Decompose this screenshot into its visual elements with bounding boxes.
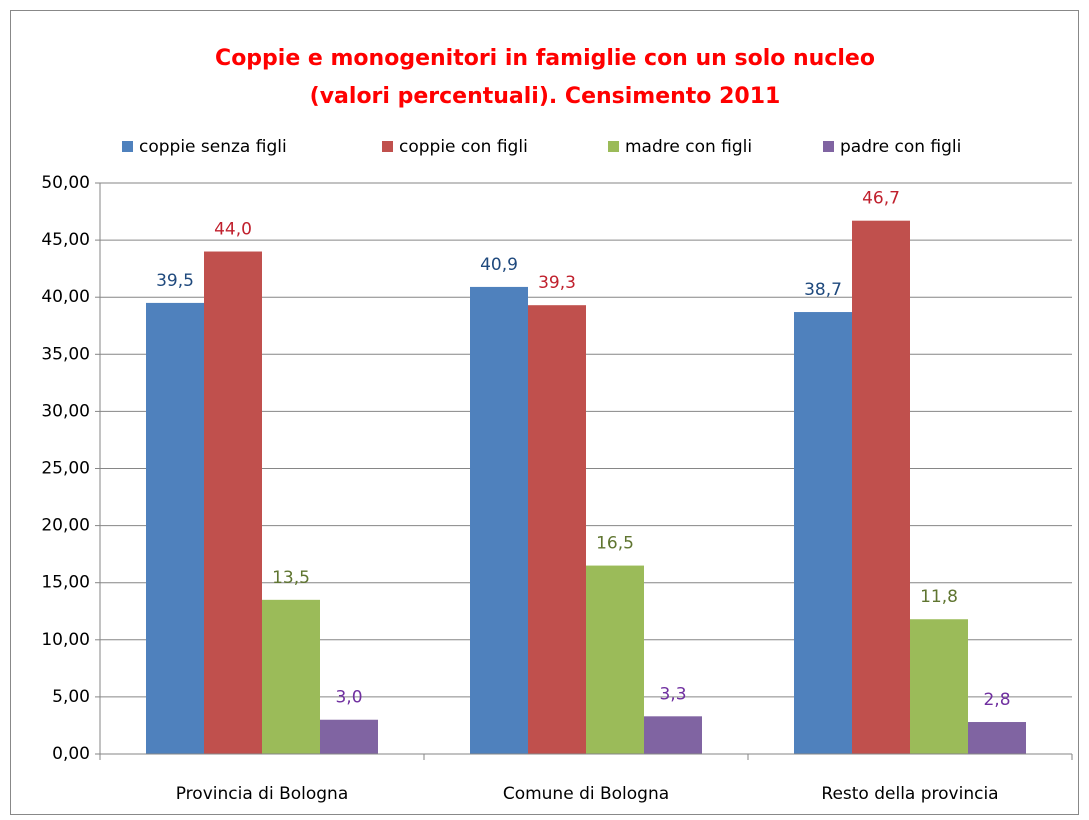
- legend-swatch: [823, 141, 834, 152]
- bar: [204, 251, 262, 754]
- bar: [968, 722, 1026, 754]
- data-label: 40,9: [480, 255, 518, 275]
- chart-title: (valori percentuali). Censimento 2011: [310, 84, 781, 109]
- data-label: 11,8: [920, 587, 958, 607]
- chart-title: Coppie e monogenitori in famiglie con un…: [215, 46, 875, 71]
- data-label: 46,7: [862, 189, 900, 209]
- bar: [794, 312, 852, 754]
- data-label: 3,0: [335, 688, 362, 708]
- y-tick-label: 45,00: [41, 230, 90, 250]
- legend-label: coppie con figli: [399, 137, 528, 157]
- data-label: 3,3: [659, 684, 686, 704]
- bar: [470, 286, 528, 754]
- data-label: 38,7: [804, 280, 842, 300]
- x-tick-label: Provincia di Bologna: [176, 784, 349, 804]
- data-label: 44,0: [214, 220, 252, 240]
- legend-label: coppie senza figli: [139, 137, 287, 157]
- x-tick-label: Resto della provincia: [821, 784, 998, 804]
- y-tick-label: 40,00: [41, 287, 90, 307]
- bar: [644, 716, 702, 754]
- data-label: 2,8: [983, 690, 1010, 710]
- y-tick-label: 20,00: [41, 516, 90, 536]
- data-label: 39,3: [538, 273, 576, 293]
- legend-label: padre con figli: [840, 137, 961, 157]
- data-label: 39,5: [156, 271, 194, 291]
- data-label: 16,5: [596, 534, 634, 554]
- bar: [262, 599, 320, 754]
- legend-swatch: [608, 141, 619, 152]
- bar: [586, 565, 644, 754]
- y-tick-label: 25,00: [41, 459, 90, 479]
- bar: [320, 719, 378, 754]
- y-tick-label: 10,00: [41, 630, 90, 650]
- y-tick-label: 0,00: [52, 744, 90, 764]
- legend-swatch: [382, 141, 393, 152]
- y-tick-label: 5,00: [52, 687, 90, 707]
- y-tick-label: 50,00: [41, 173, 90, 193]
- legend-label: madre con figli: [625, 137, 752, 157]
- y-tick-label: 35,00: [41, 344, 90, 364]
- bar: [528, 305, 586, 754]
- bar: [852, 220, 910, 754]
- bar: [146, 302, 204, 754]
- y-tick-label: 30,00: [41, 401, 90, 421]
- bar: [910, 619, 968, 754]
- x-tick-label: Comune di Bologna: [503, 784, 669, 804]
- y-tick-label: 15,00: [41, 573, 90, 593]
- legend-swatch: [122, 141, 133, 152]
- data-label: 13,5: [272, 568, 310, 588]
